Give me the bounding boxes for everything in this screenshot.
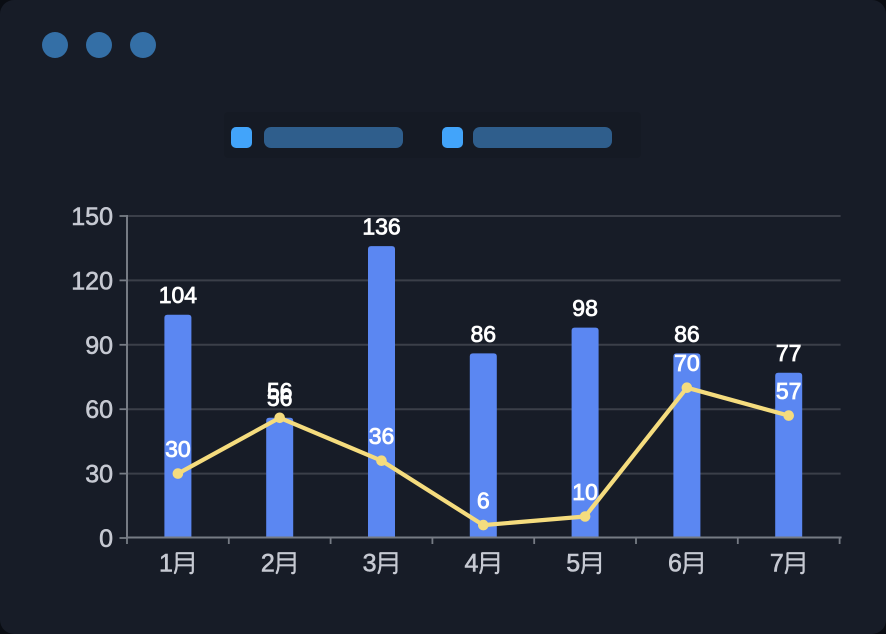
svg-text:0: 0 (99, 525, 113, 553)
svg-text:150: 150 (71, 203, 113, 231)
svg-text:6: 6 (668, 550, 682, 578)
svg-text:56: 56 (267, 378, 293, 404)
svg-text:3: 3 (363, 550, 377, 578)
svg-text:5: 5 (566, 550, 580, 578)
svg-text:77: 77 (776, 340, 802, 366)
svg-text:56: 56 (267, 385, 293, 411)
svg-text:36: 36 (369, 423, 395, 449)
svg-text:120: 120 (71, 267, 113, 295)
svg-text:136: 136 (362, 214, 400, 240)
svg-text:30: 30 (85, 461, 113, 489)
svg-text:7: 7 (770, 550, 784, 578)
svg-text:57: 57 (776, 378, 802, 404)
svg-text:70: 70 (674, 350, 700, 376)
svg-text:104: 104 (159, 282, 198, 308)
svg-text:86: 86 (674, 321, 700, 347)
svg-text:10: 10 (572, 479, 598, 505)
svg-text:4: 4 (464, 550, 478, 578)
svg-text:98: 98 (572, 295, 598, 321)
svg-text:90: 90 (85, 332, 113, 360)
svg-text:2: 2 (261, 550, 275, 578)
svg-text:86: 86 (471, 321, 497, 347)
svg-text:1: 1 (159, 550, 173, 578)
svg-text:30: 30 (165, 436, 191, 462)
svg-text:60: 60 (85, 396, 113, 424)
svg-text:6: 6 (477, 488, 490, 514)
